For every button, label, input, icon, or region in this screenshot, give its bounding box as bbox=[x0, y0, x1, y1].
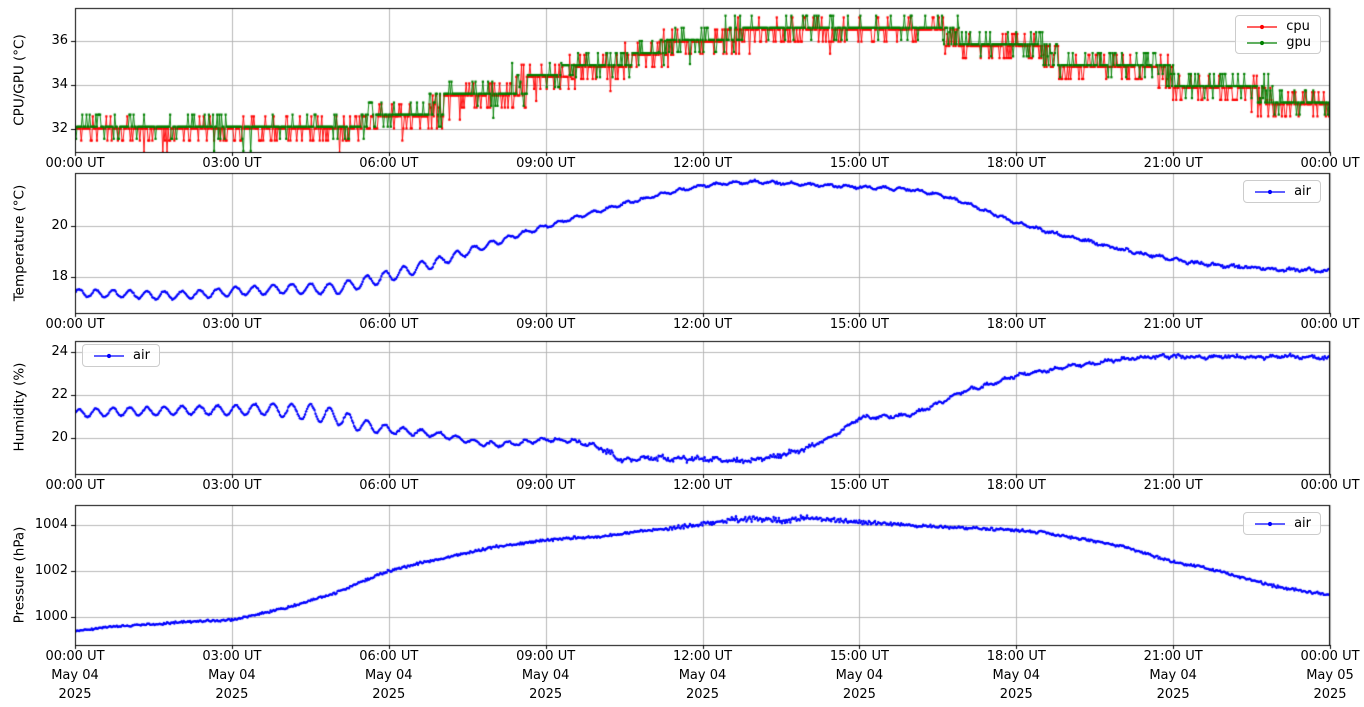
y-tick-label: 32 bbox=[51, 120, 68, 136]
legend-entry: air bbox=[1253, 184, 1311, 199]
y-tick-label: 36 bbox=[51, 32, 68, 48]
x-tick-label: 00:00 UT bbox=[1300, 478, 1360, 493]
x-tick-date-label: May 05 bbox=[1306, 668, 1354, 683]
x-tick-label: 09:00 UT bbox=[516, 317, 576, 332]
legend-label: gpu bbox=[1286, 35, 1311, 50]
x-tick-label: 12:00 UT bbox=[672, 156, 733, 171]
x-tick-label: 00:00 UT bbox=[1300, 317, 1360, 332]
x-tick-date-label: May 04 bbox=[992, 668, 1041, 683]
x-tick-label: 12:00 UT bbox=[672, 649, 733, 664]
x-tick-label: 12:00 UT bbox=[672, 478, 733, 493]
x-tick-date-label: May 04 bbox=[835, 668, 884, 683]
x-tick-year-label: 2025 bbox=[372, 687, 406, 702]
legend-entry: air bbox=[92, 348, 150, 363]
x-tick-label: 03:00 UT bbox=[202, 317, 262, 332]
legend-label: air bbox=[133, 348, 150, 363]
x-tick-year-label: 2025 bbox=[1313, 687, 1347, 702]
x-tick-year-label: 2025 bbox=[1156, 687, 1190, 702]
x-tick-label: 00:00 UT bbox=[45, 317, 105, 332]
x-tick-label: 21:00 UT bbox=[1143, 478, 1203, 493]
legend: air bbox=[82, 344, 160, 367]
x-tick-date-label: May 04 bbox=[208, 668, 256, 683]
x-tick-label: 09:00 UT bbox=[516, 156, 576, 171]
x-tick-label: 21:00 UT bbox=[1143, 317, 1203, 332]
x-tick-year-label: 2025 bbox=[215, 687, 249, 702]
x-tick-label: 12:00 UT bbox=[672, 317, 733, 332]
x-tick-year-label: 2025 bbox=[529, 687, 563, 702]
x-tick-label: 21:00 UT bbox=[1143, 156, 1203, 171]
x-tick-label: 00:00 UT bbox=[45, 649, 105, 664]
x-tick-label: 15:00 UT bbox=[829, 478, 889, 493]
y-tick-label: 24 bbox=[51, 343, 68, 359]
x-tick-label: 00:00 UT bbox=[1300, 649, 1360, 664]
x-tick-label: 00:00 UT bbox=[45, 478, 105, 493]
x-tick-date-label: May 04 bbox=[51, 668, 99, 683]
x-tick-year-label: 2025 bbox=[999, 687, 1033, 702]
x-tick-label: 09:00 UT bbox=[516, 478, 576, 493]
x-tick-label: 03:00 UT bbox=[202, 478, 262, 493]
y-tick-label: 22 bbox=[51, 387, 68, 403]
x-tick-label: 15:00 UT bbox=[829, 156, 889, 171]
legend-line-sample-icon bbox=[1247, 40, 1278, 45]
y-tick-label: 20 bbox=[51, 430, 68, 446]
x-tick-label: 18:00 UT bbox=[986, 649, 1046, 664]
x-tick-year-label: 2025 bbox=[842, 687, 876, 702]
legend-entry: cpu bbox=[1245, 19, 1311, 34]
legend-label: air bbox=[1294, 516, 1311, 531]
x-tick-label: 00:00 UT bbox=[1300, 156, 1360, 171]
x-tick-date-label: May 04 bbox=[678, 668, 727, 683]
x-tick-date-label: May 04 bbox=[364, 668, 413, 683]
x-tick-label: 06:00 UT bbox=[359, 649, 419, 664]
x-tick-label: 06:00 UT bbox=[359, 478, 419, 493]
legend: cpu gpu bbox=[1235, 15, 1321, 54]
y-tick-label: 1000 bbox=[34, 608, 68, 624]
x-tick-label: 21:00 UT bbox=[1143, 649, 1203, 664]
x-tick-label: 09:00 UT bbox=[516, 649, 576, 664]
x-tick-label: 15:00 UT bbox=[829, 317, 889, 332]
y-tick-label: 1004 bbox=[34, 517, 68, 533]
x-tick-label: 18:00 UT bbox=[986, 478, 1046, 493]
x-tick-label: 00:00 UT bbox=[45, 156, 105, 171]
x-tick-label: 03:00 UT bbox=[202, 156, 262, 171]
y-tick-label: 18 bbox=[51, 269, 68, 285]
legend-line-sample-icon bbox=[1247, 24, 1278, 29]
x-tick-label: 15:00 UT bbox=[829, 649, 889, 664]
x-tick-label: 06:00 UT bbox=[359, 317, 419, 332]
legend-label: air bbox=[1294, 184, 1311, 199]
legend-line-sample-icon bbox=[1255, 189, 1286, 194]
x-tick-year-label: 2025 bbox=[685, 687, 720, 702]
x-tick-label: 03:00 UT bbox=[202, 649, 262, 664]
x-tick-label: 18:00 UT bbox=[986, 317, 1046, 332]
legend-entry: air bbox=[1253, 516, 1311, 531]
y-tick-label: 34 bbox=[51, 76, 68, 92]
x-tick-date-label: May 04 bbox=[521, 668, 570, 683]
legend: air bbox=[1243, 180, 1321, 203]
x-tick-label: 06:00 UT bbox=[359, 156, 419, 171]
legend-entry: gpu bbox=[1245, 35, 1311, 50]
y-tick-label: 20 bbox=[51, 218, 68, 234]
y-tick-label: 1002 bbox=[34, 563, 68, 579]
x-tick-label: 18:00 UT bbox=[986, 156, 1046, 171]
legend-line-sample-icon bbox=[1255, 521, 1286, 526]
legend: air bbox=[1243, 512, 1321, 535]
x-tick-year-label: 2025 bbox=[58, 687, 92, 702]
x-tick-date-label: May 04 bbox=[1149, 668, 1197, 683]
legend-line-sample-icon bbox=[94, 353, 124, 358]
legend-label: cpu bbox=[1286, 19, 1310, 34]
